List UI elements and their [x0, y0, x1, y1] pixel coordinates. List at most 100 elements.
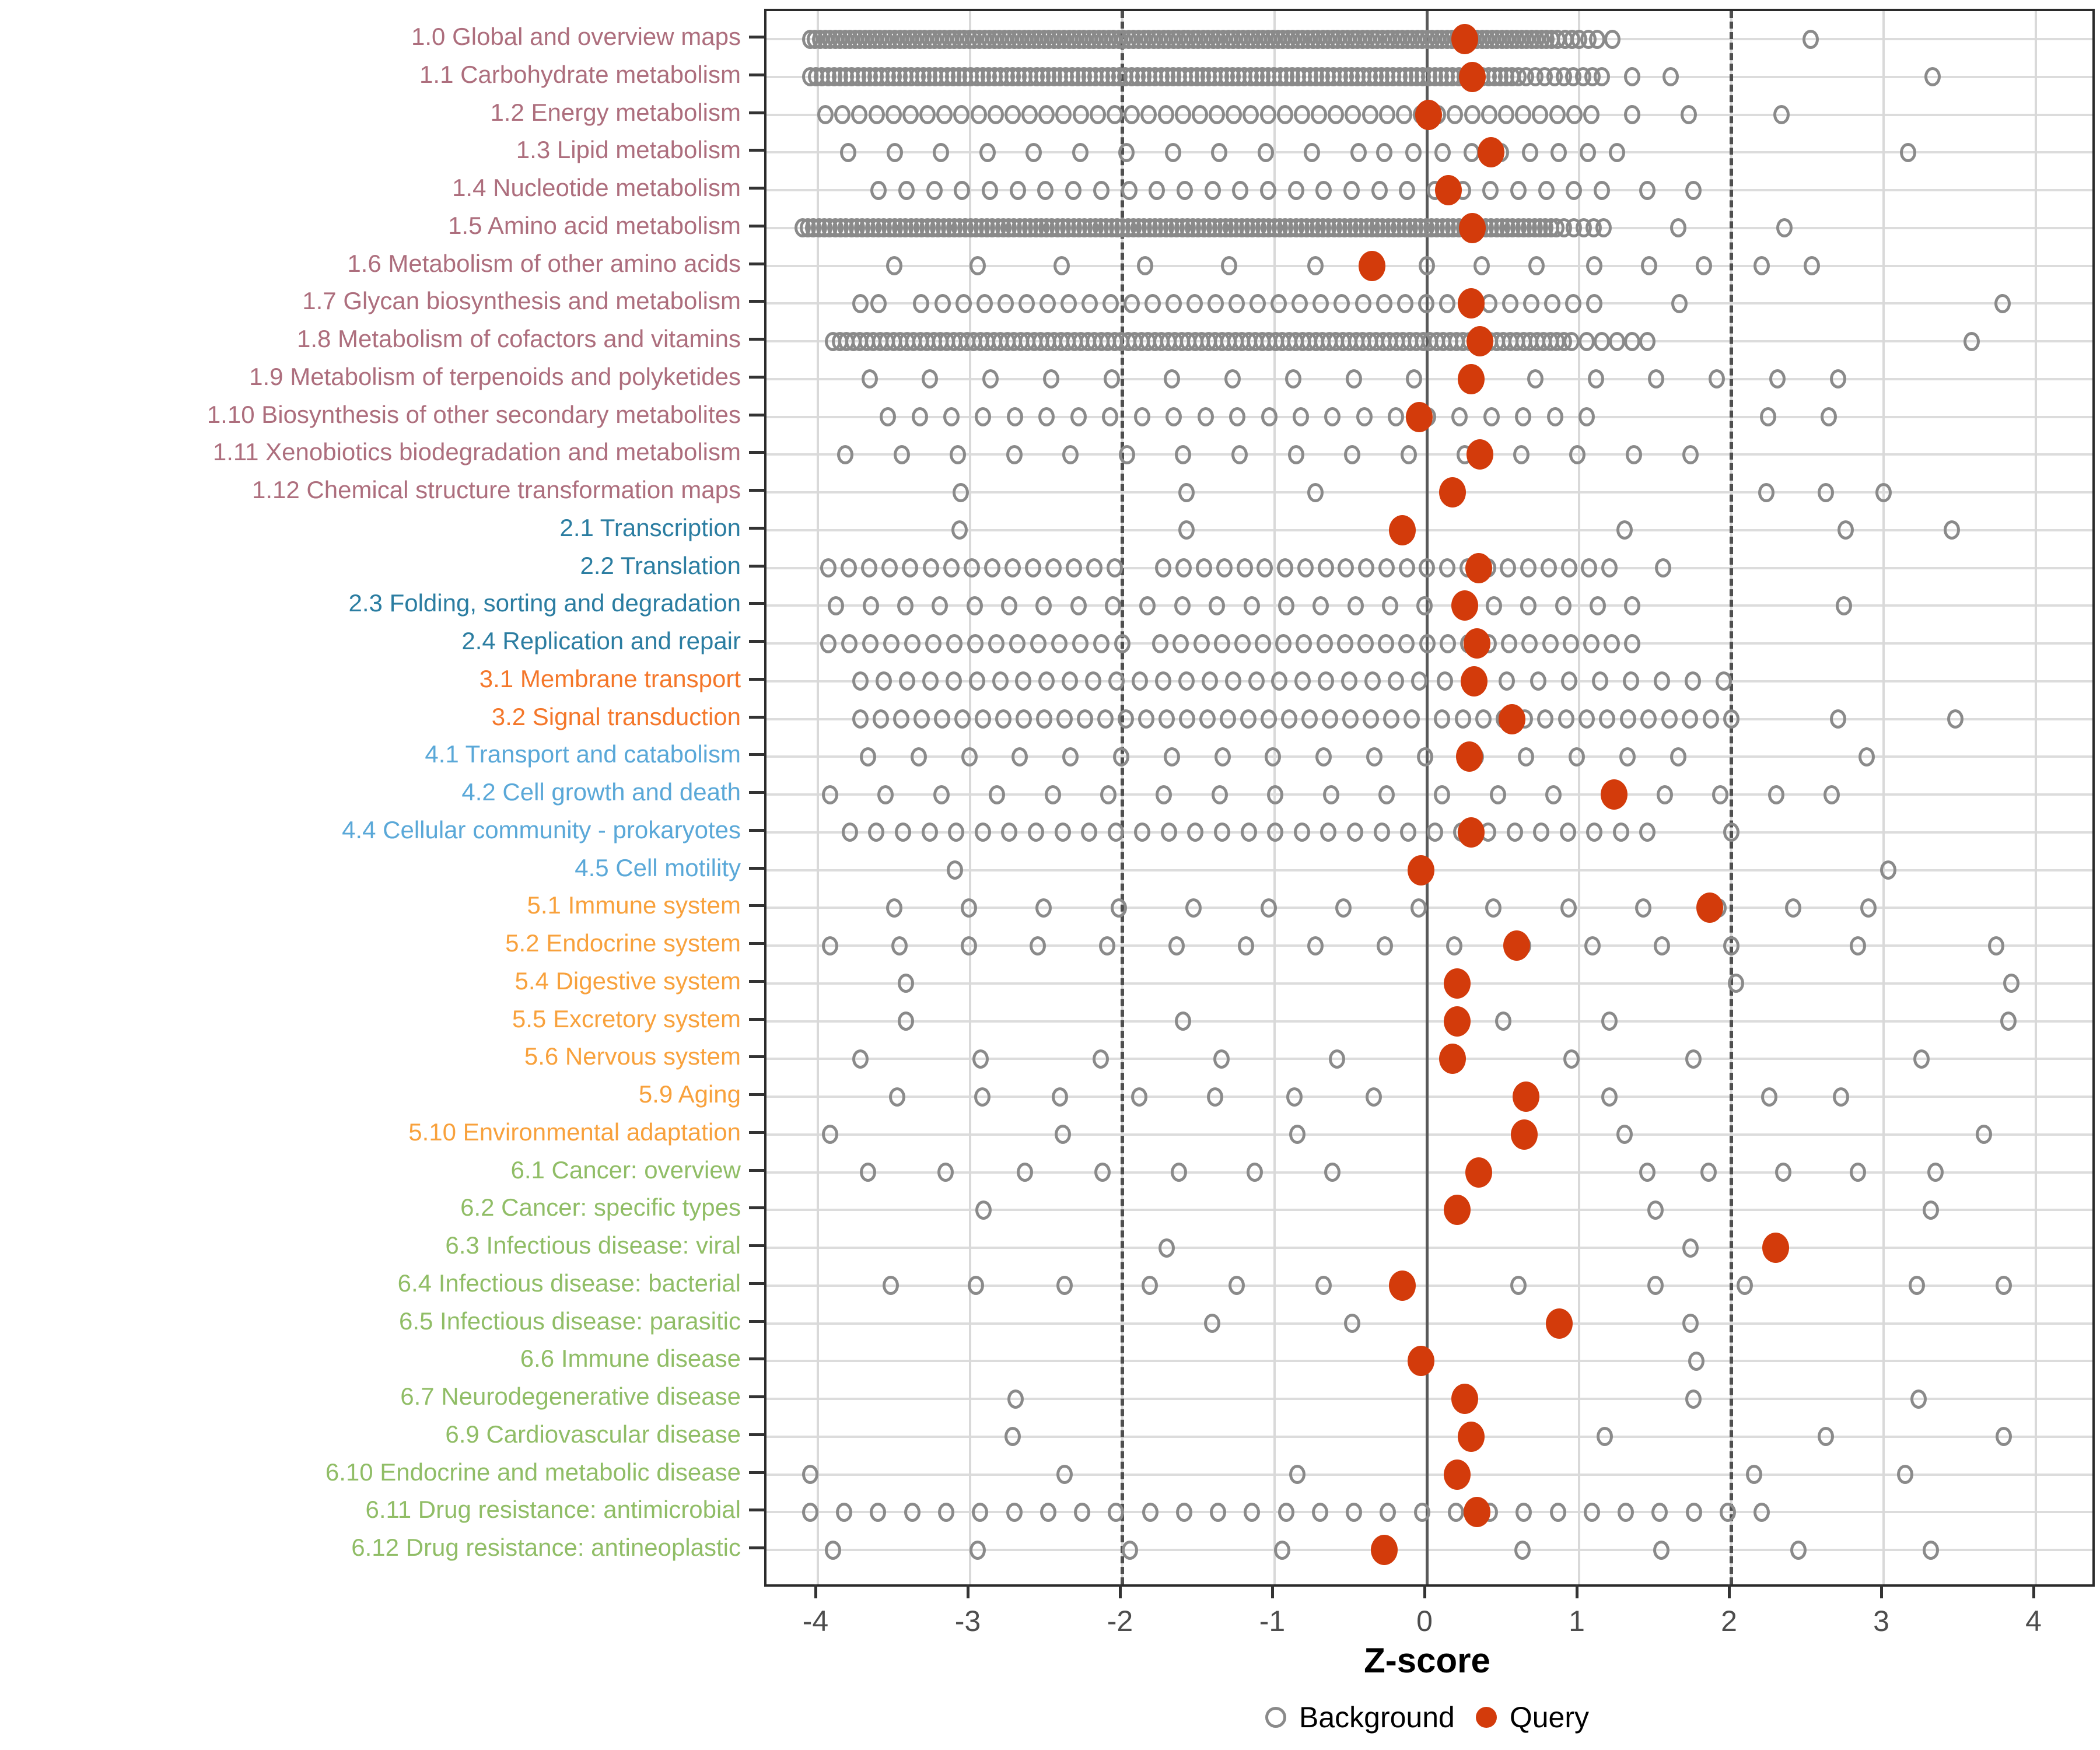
- background-point: [1759, 407, 1776, 426]
- category-label: 5.6 Nervous system: [524, 1042, 741, 1070]
- background-point: [1248, 671, 1265, 691]
- background-point: [883, 634, 900, 653]
- background-point: [1158, 709, 1175, 729]
- background-point: [1287, 444, 1304, 464]
- background-point: [1647, 1200, 1664, 1220]
- background-point: [1719, 1502, 1736, 1522]
- background-point: [1072, 142, 1088, 162]
- background-point: [1044, 785, 1061, 804]
- background-point: [1723, 936, 1740, 956]
- background-point: [1595, 218, 1612, 238]
- background-point: [1056, 709, 1073, 729]
- background-point: [1447, 105, 1464, 124]
- background-point: [982, 180, 999, 200]
- background-point: [870, 1502, 887, 1522]
- legend-label-background: Background: [1298, 1701, 1455, 1734]
- background-point: [1410, 671, 1427, 691]
- background-point: [828, 596, 845, 615]
- y-tick: [749, 1508, 764, 1512]
- background-point: [1520, 558, 1537, 578]
- background-point: [1566, 180, 1583, 200]
- row-gridline: [766, 793, 2092, 796]
- background-point: [825, 1540, 842, 1560]
- background-point: [1315, 747, 1332, 766]
- background-point: [953, 482, 970, 502]
- background-point: [1343, 180, 1360, 200]
- background-point: [1350, 142, 1367, 162]
- background-point: [1259, 105, 1276, 124]
- x-tick-label: 2: [1721, 1605, 1737, 1637]
- background-point: [1342, 709, 1359, 729]
- background-point: [893, 444, 910, 464]
- background-point: [1609, 331, 1626, 351]
- background-point: [836, 1502, 853, 1522]
- background-point: [852, 709, 869, 729]
- background-point: [1347, 596, 1364, 615]
- background-point: [1009, 634, 1026, 653]
- background-point: [1378, 558, 1395, 578]
- row-gridline: [766, 1171, 2092, 1174]
- background-point: [1584, 936, 1601, 956]
- background-point: [1267, 785, 1284, 804]
- background-point: [1546, 407, 1563, 426]
- x-tick-label: -4: [802, 1605, 829, 1637]
- category-label: 1.6 Metabolism of other amino acids: [347, 249, 741, 277]
- background-point: [1102, 407, 1119, 426]
- background-point: [1250, 293, 1266, 313]
- background-point: [1274, 1540, 1291, 1560]
- query-point: [1457, 288, 1485, 319]
- background-point: [886, 142, 903, 162]
- background-point: [1483, 407, 1500, 426]
- background-point: [1594, 67, 1611, 87]
- background-point: [1654, 558, 1671, 578]
- y-tick: [749, 1282, 764, 1285]
- background-point: [1156, 785, 1172, 804]
- background-point: [1362, 105, 1378, 124]
- background-point: [975, 1200, 992, 1220]
- background-point: [1334, 293, 1350, 313]
- background-point: [943, 558, 960, 578]
- background-point: [1030, 634, 1047, 653]
- background-point: [1030, 936, 1046, 956]
- x-tick: [2032, 1584, 2035, 1598]
- background-point: [1498, 105, 1514, 124]
- background-point: [1006, 407, 1023, 426]
- query-point: [1459, 212, 1486, 243]
- background-point: [1622, 671, 1639, 691]
- background-point: [937, 1163, 954, 1182]
- background-point: [891, 936, 908, 956]
- category-label: 1.5 Amino acid metabolism: [448, 211, 741, 239]
- background-point: [1006, 444, 1023, 464]
- background-point: [1240, 709, 1256, 729]
- background-point: [886, 898, 902, 918]
- background-point: [902, 105, 919, 124]
- background-point: [1909, 1276, 1926, 1296]
- background-point: [1140, 105, 1157, 124]
- category-label: 1.10 Biosynthesis of other secondary met…: [206, 400, 741, 428]
- query-point: [1359, 250, 1386, 281]
- category-label: 1.11 Xenobiotics biodegradation and meta…: [212, 438, 741, 466]
- background-point: [1654, 936, 1671, 956]
- background-point: [1271, 671, 1288, 691]
- background-point: [997, 293, 1014, 313]
- background-point: [1399, 180, 1416, 200]
- background-point: [979, 142, 996, 162]
- background-point: [1419, 256, 1435, 275]
- query-point: [1451, 1384, 1479, 1414]
- background-point: [1601, 558, 1618, 578]
- background-point: [802, 1502, 818, 1522]
- background-point: [1499, 671, 1516, 691]
- background-point: [1086, 558, 1102, 578]
- background-point: [945, 671, 962, 691]
- background-point: [1746, 1465, 1763, 1484]
- background-point: [1565, 293, 1582, 313]
- query-point: [1464, 628, 1491, 659]
- x-tick: [1271, 1584, 1274, 1598]
- background-point: [1315, 1276, 1332, 1296]
- background-point: [1175, 558, 1192, 578]
- query-point: [1457, 1421, 1485, 1452]
- background-point: [1301, 709, 1318, 729]
- background-point: [1398, 558, 1415, 578]
- background-point: [960, 898, 977, 918]
- background-point: [1307, 482, 1324, 502]
